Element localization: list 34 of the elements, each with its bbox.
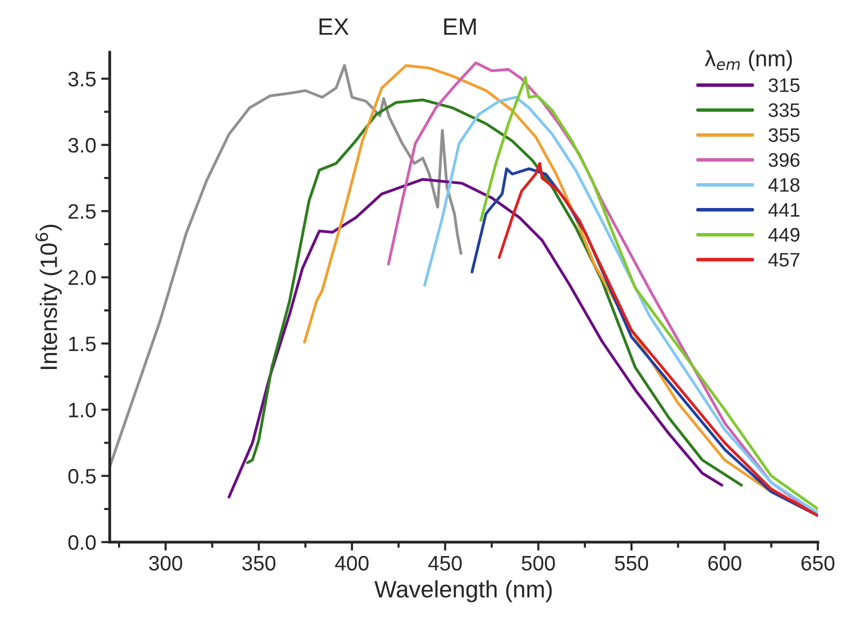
line-series bbox=[228, 178, 724, 498]
text: EX bbox=[320, 18, 349, 35]
y-tick-label: 0.5 bbox=[68, 468, 96, 484]
line-series bbox=[246, 98, 743, 487]
line-series bbox=[110, 64, 462, 468]
line-series bbox=[480, 76, 818, 510]
legend-label: 355 bbox=[768, 128, 800, 142]
y-tick-label: 3.5 bbox=[68, 72, 96, 86]
legend-label: 449 bbox=[768, 228, 800, 242]
x-axis-title: Wavelength (nm) bbox=[374, 580, 552, 602]
x-tick-label: 450 bbox=[428, 556, 462, 571]
x-tick-label: 300 bbox=[149, 556, 182, 571]
legend-label: 396 bbox=[768, 153, 800, 167]
y-tick-label: 2.0 bbox=[68, 270, 96, 286]
y-axis-title: Intensity (10$^{6}$) bbox=[36, 224, 62, 369]
legend-label: 418 bbox=[768, 178, 800, 192]
x-tick-label: 500 bbox=[522, 556, 555, 571]
legend-label: 335 bbox=[768, 103, 800, 118]
x-tick-label: 600 bbox=[708, 556, 742, 571]
y-tick-label: 1.5 bbox=[69, 336, 96, 352]
y-tick-label: 2.5 bbox=[68, 204, 96, 219]
legend-title: λ$_{em}$ (nm) bbox=[704, 50, 792, 71]
line-series bbox=[423, 96, 818, 514]
legend-label: 441 bbox=[768, 203, 800, 217]
legend-label: 315 bbox=[768, 78, 800, 92]
text: EM bbox=[444, 18, 476, 35]
x-tick-label: 650 bbox=[802, 556, 834, 571]
y-tick-label: 3.0 bbox=[68, 138, 96, 153]
legend-label: 457 bbox=[768, 253, 800, 267]
y-tick-label: 1.0 bbox=[69, 402, 96, 418]
x-tick-label: 400 bbox=[335, 556, 369, 571]
x-tick-label: 350 bbox=[242, 556, 276, 571]
x-tick-label: 550 bbox=[614, 556, 648, 571]
y-tick-label: 0.0 bbox=[68, 535, 96, 550]
